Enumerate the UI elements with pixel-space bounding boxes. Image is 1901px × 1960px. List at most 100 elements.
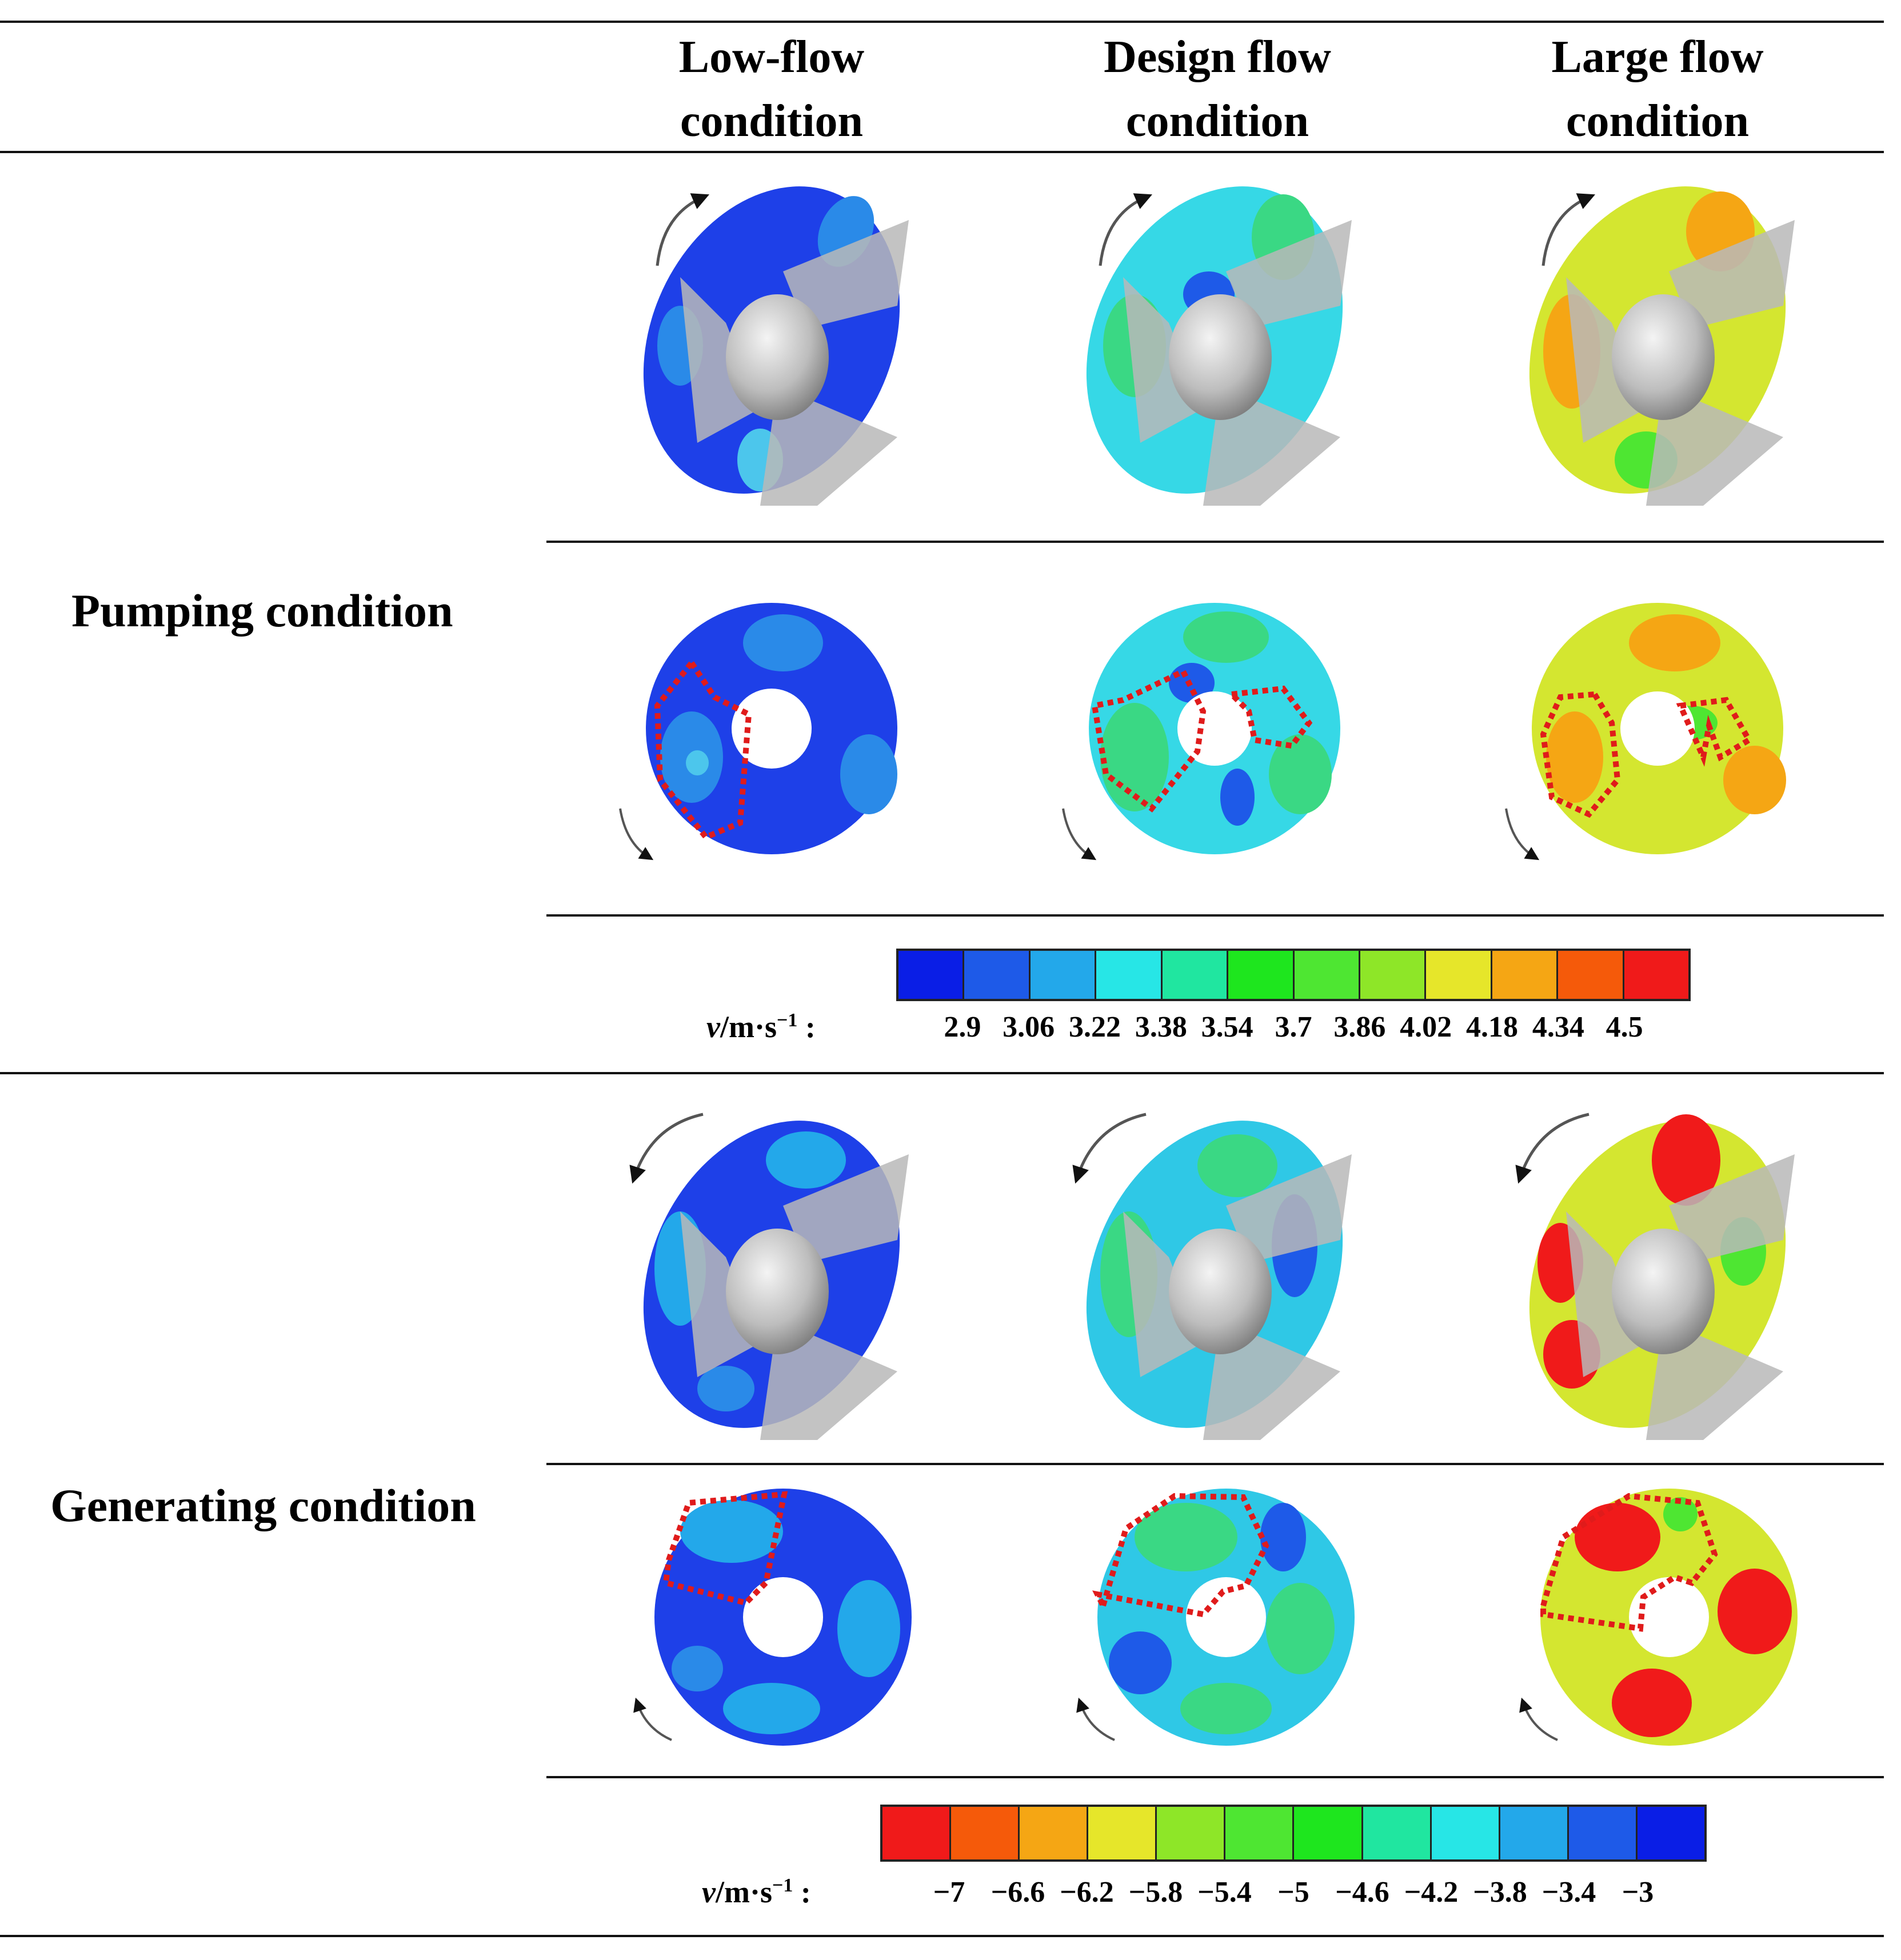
scale-swatch-11 xyxy=(1568,1807,1638,1859)
scale-swatch-12 xyxy=(1637,1807,1704,1859)
highlight-region-2 xyxy=(1676,697,1753,767)
scale-swatch-3 xyxy=(1020,1807,1089,1859)
contour-region xyxy=(723,1683,820,1734)
scale-swatch-1 xyxy=(898,951,965,999)
gen-design-2d-panel xyxy=(1076,1489,1355,1746)
contour-region xyxy=(1718,1569,1792,1654)
rotation-arrow xyxy=(1062,808,1097,861)
scale-swatch-7 xyxy=(1294,951,1360,999)
generating-scale-unit: v/m·s−1 : xyxy=(702,1874,811,1910)
scale-swatch-2 xyxy=(951,1807,1020,1859)
column-header-low-flow-line2: condition xyxy=(680,96,864,146)
scale-tick-label: −5.4 xyxy=(1197,1876,1252,1909)
contour-region xyxy=(1269,734,1332,814)
scale-swatch-9 xyxy=(1426,951,1492,999)
contour-region xyxy=(1612,1669,1692,1737)
unit-colon: : xyxy=(797,1010,816,1044)
blade-1 xyxy=(1669,1154,1795,1263)
unit-colon: : xyxy=(793,1875,811,1909)
scale-tick-label: 3.22 xyxy=(1069,1011,1121,1043)
blade-1 xyxy=(1226,1154,1352,1263)
unit-var: v xyxy=(702,1875,716,1909)
hub-hole xyxy=(1620,691,1695,766)
pumping-scale-ticks: 2.9 3.06 3.22 3.38 3.54 3.7 3.86 4.02 4.18 4.34 4.… xyxy=(896,1010,1691,1050)
contour-region xyxy=(837,1580,900,1677)
scale-swatch-7 xyxy=(1294,1807,1363,1859)
highlight-region xyxy=(1540,1493,1718,1632)
contour-region xyxy=(1663,1497,1698,1531)
rotation-arrow xyxy=(1072,1113,1147,1184)
scale-swatch-10 xyxy=(1500,1807,1569,1859)
pumping-scale-bar xyxy=(896,949,1691,1001)
blade-1 xyxy=(1226,220,1352,329)
column-header-design-flow-line2: condition xyxy=(1125,96,1309,146)
scale-tick-label: 4.34 xyxy=(1532,1011,1584,1043)
column-header-large-flow-line1: Large flow xyxy=(1551,32,1764,82)
scale-swatch-1 xyxy=(882,1807,952,1859)
highlight-region xyxy=(1092,1493,1269,1618)
highlight-region-2 xyxy=(1225,685,1313,749)
pumping-scale-rule xyxy=(546,914,1884,917)
scale-tick-label: 3.7 xyxy=(1275,1011,1312,1043)
row-label-generating: Generating condition xyxy=(50,1479,476,1531)
scale-tick-label: 3.38 xyxy=(1135,1011,1187,1043)
contour-region xyxy=(1652,1114,1720,1206)
hub xyxy=(1612,1229,1715,1354)
contour-region xyxy=(1575,1503,1660,1571)
scale-swatch-10 xyxy=(1492,951,1559,999)
hub-hole xyxy=(732,689,812,769)
blade-2 xyxy=(1123,277,1203,443)
pump-design-2d-panel xyxy=(1062,603,1340,861)
scale-swatch-3 xyxy=(1030,951,1097,999)
unit-exp: −1 xyxy=(772,1875,793,1896)
contour-region xyxy=(680,1500,783,1563)
scale-tick-label: 3.54 xyxy=(1201,1011,1253,1043)
scale-tick-label: −4.6 xyxy=(1335,1876,1389,1909)
pump-low-3d-panel xyxy=(643,186,909,506)
blade-1 xyxy=(1669,220,1795,329)
rotation-arrow xyxy=(633,1697,672,1741)
contour-region xyxy=(1723,746,1786,814)
scale-swatch-8 xyxy=(1363,1807,1432,1859)
rotation-arrow xyxy=(1519,1697,1558,1741)
generating-scale-bar xyxy=(880,1805,1707,1862)
blade-2 xyxy=(680,277,760,443)
scale-swatch-9 xyxy=(1431,1807,1500,1859)
row-label-pumping: Pumping condition xyxy=(71,585,453,637)
scale-tick-label: −4.2 xyxy=(1404,1876,1459,1909)
hub xyxy=(1612,294,1715,420)
scale-tick-label: −3.8 xyxy=(1473,1876,1527,1909)
column-header-design-flow: Design flow condition xyxy=(1029,25,1406,153)
scale-swatch-6 xyxy=(1225,1807,1295,1859)
contour-region xyxy=(766,1131,846,1189)
gen-low-3d-panel xyxy=(629,1113,909,1440)
scale-tick-label: −5 xyxy=(1277,1876,1309,1909)
rotation-arrow xyxy=(619,808,654,861)
unit-rest: /m·s xyxy=(720,1010,777,1044)
blade-2 xyxy=(680,1211,760,1377)
pump-large-3d-panel xyxy=(1529,186,1795,506)
rotation-arrow xyxy=(1076,1697,1115,1741)
rotation-arrow xyxy=(1515,1113,1590,1184)
hub xyxy=(1169,1229,1272,1354)
unit-var: v xyxy=(706,1010,720,1044)
pumping-scale-unit: v/m·s−1 : xyxy=(706,1009,816,1045)
blade-2 xyxy=(1566,1211,1646,1377)
scale-tick-label: −3 xyxy=(1622,1876,1654,1909)
contour-region xyxy=(1135,1503,1237,1571)
generating-mid-rule xyxy=(546,1463,1884,1465)
rotation-arrow xyxy=(1541,193,1596,266)
blade-1 xyxy=(783,220,909,329)
scale-tick-label: 2.9 xyxy=(944,1011,981,1043)
scale-tick-label: 3.86 xyxy=(1333,1011,1386,1043)
contour-region xyxy=(1266,1583,1335,1674)
scale-tick-label: 4.18 xyxy=(1466,1011,1518,1043)
scale-swatch-6 xyxy=(1228,951,1295,999)
contour-region xyxy=(1197,1134,1277,1197)
column-header-design-flow-line1: Design flow xyxy=(1104,32,1331,82)
column-header-large-flow: Large flow condition xyxy=(1480,25,1835,153)
highlight-region xyxy=(1540,691,1621,818)
scale-tick-label: −6.2 xyxy=(1060,1876,1114,1909)
blade-2 xyxy=(1123,1211,1203,1377)
highlight-region xyxy=(1091,667,1207,813)
